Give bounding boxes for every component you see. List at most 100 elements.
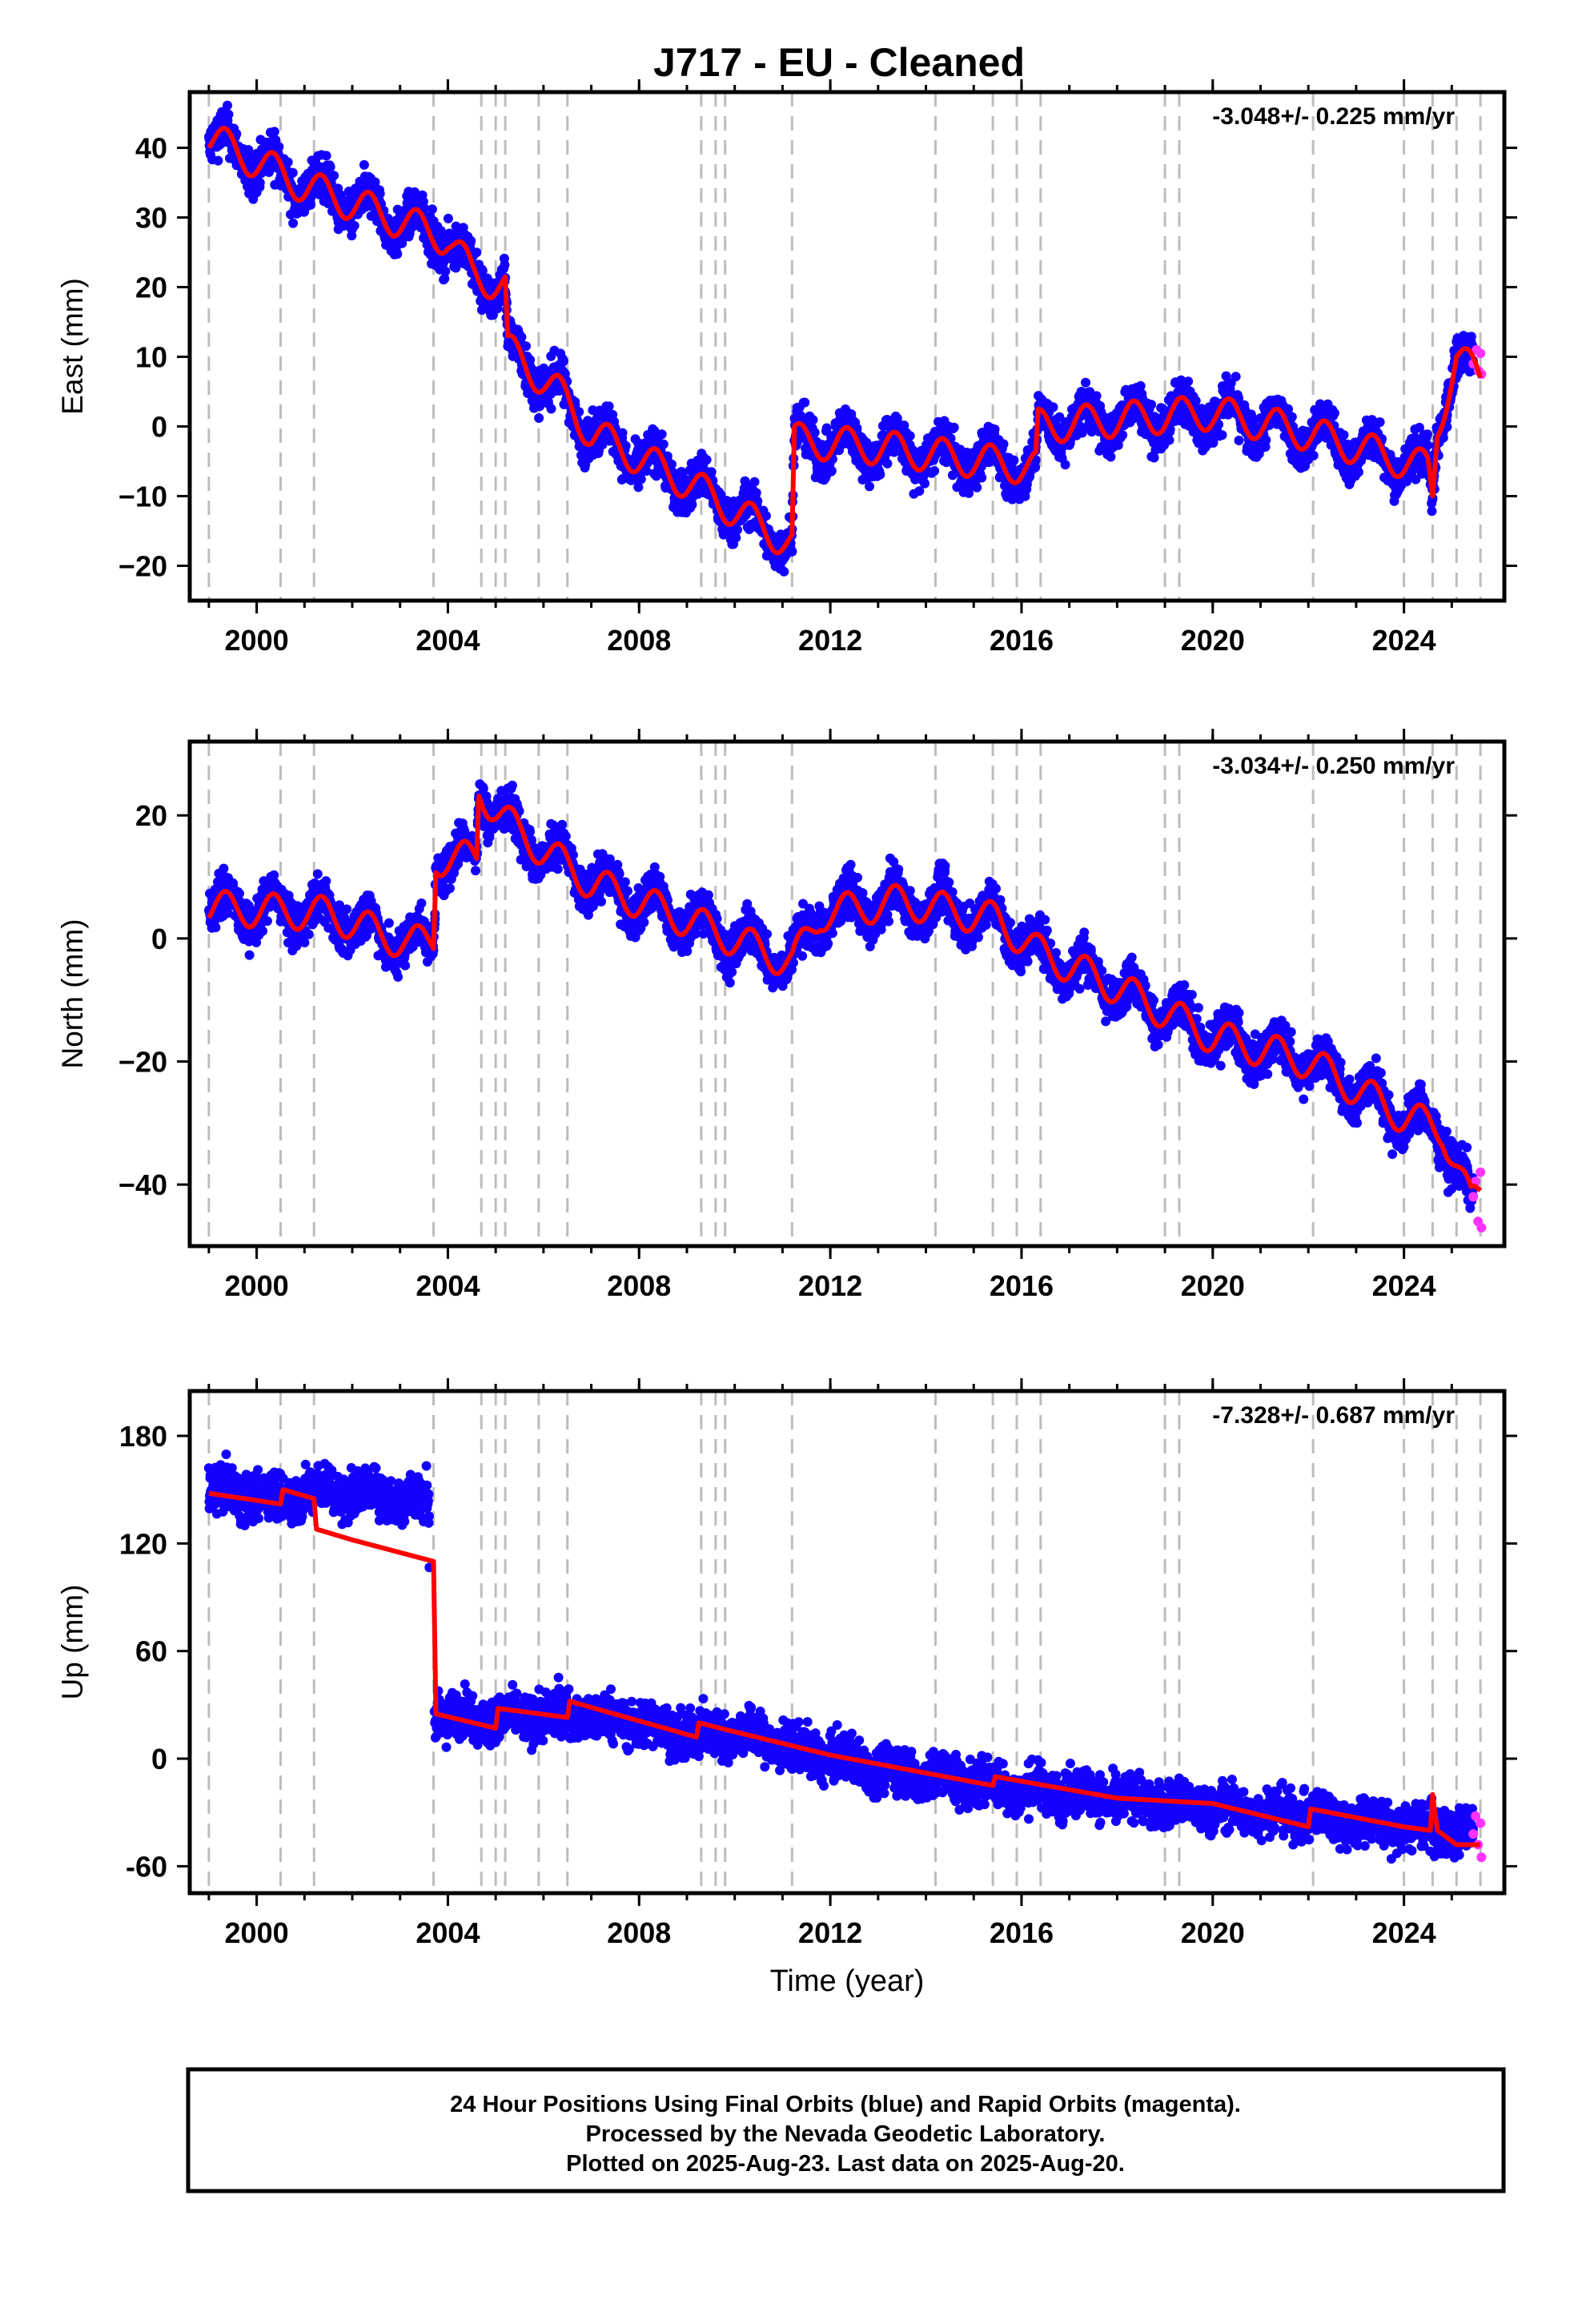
y-tick-label: −10 <box>118 480 167 513</box>
final-orbit-point <box>288 218 299 228</box>
final-orbit-point <box>998 439 1009 449</box>
final-orbit-point <box>231 129 242 139</box>
final-orbit-point <box>1234 436 1244 445</box>
final-orbit-point <box>800 397 810 408</box>
rapid-orbit-point <box>1476 348 1486 359</box>
final-orbit-point <box>1329 408 1339 418</box>
final-orbit-point <box>219 863 229 874</box>
final-orbit-point <box>521 341 531 352</box>
final-orbit-point <box>809 428 820 438</box>
final-orbit-point <box>392 249 403 259</box>
final-orbit-point <box>787 546 797 557</box>
final-orbit-point <box>1009 455 1019 465</box>
final-orbit-point <box>211 923 221 933</box>
final-orbit-point <box>223 109 234 119</box>
final-orbit-point <box>223 100 232 111</box>
final-orbit-point <box>701 455 712 465</box>
final-orbit-point <box>1048 402 1058 412</box>
final-orbit-point <box>359 159 369 170</box>
final-orbit-point <box>269 127 279 137</box>
y-tick-label: 20 <box>135 271 167 304</box>
rate-annotation: -3.048+/- 0.225 mm/yr <box>1212 103 1455 130</box>
north-panel: 2000 2004 2008 2012 2016 2020 2024−40−20020Nor… <box>56 729 1517 1302</box>
final-orbit-point <box>779 566 789 577</box>
final-orbit-point <box>262 916 272 927</box>
final-orbit-point <box>617 428 628 438</box>
final-orbit-point <box>977 472 987 483</box>
final-orbit-point <box>274 142 284 152</box>
final-orbit-point <box>749 476 760 487</box>
y-axis-label: East (mm) <box>56 278 89 415</box>
final-orbit-point <box>534 413 544 423</box>
final-orbits-series <box>204 779 1478 1213</box>
final-orbit-point <box>500 259 510 270</box>
final-orbit-point <box>283 157 293 167</box>
y-tick-label: 30 <box>135 202 167 235</box>
final-orbit-point <box>303 929 314 939</box>
final-orbit-point <box>808 415 818 425</box>
final-orbit-point <box>920 478 930 489</box>
final-orbit-point <box>733 525 742 535</box>
final-orbit-point <box>658 439 669 449</box>
final-orbit-point <box>321 151 331 161</box>
final-orbit-point <box>706 467 717 477</box>
final-orbit-point <box>751 488 761 498</box>
final-orbit-point <box>1164 435 1174 445</box>
final-orbit-point <box>1146 400 1157 410</box>
final-orbit-point <box>1422 429 1432 440</box>
final-orbit-point <box>335 190 346 200</box>
final-orbit-point <box>1231 372 1241 382</box>
final-orbit-point <box>1353 467 1363 477</box>
final-orbit-point <box>1183 376 1194 387</box>
final-orbit-point <box>656 429 667 440</box>
model-fit-line <box>207 125 1483 556</box>
x-tick-label: 2004 <box>416 624 480 657</box>
final-orbit-point <box>905 431 915 441</box>
final-orbit-point <box>821 423 832 433</box>
final-orbit-point <box>349 220 359 231</box>
final-orbit-point <box>440 266 451 276</box>
final-orbit-point <box>287 167 298 178</box>
final-orbit-point <box>472 247 482 258</box>
y-tick-label: 0 <box>151 411 167 444</box>
x-tick-label: 2020 <box>1181 624 1245 657</box>
x-tick-label: 2012 <box>798 624 862 657</box>
final-orbit-point <box>329 171 339 181</box>
final-orbit-point <box>1217 430 1227 440</box>
chart-title: J717 - EU - Cleaned <box>653 40 1025 85</box>
final-orbit-point <box>882 458 893 468</box>
x-tick-label: 2016 <box>990 624 1054 657</box>
y-tick-label: −20 <box>118 550 167 583</box>
final-orbit-point <box>325 162 335 172</box>
final-orbit-point <box>466 235 476 246</box>
final-orbit-point <box>1466 332 1476 342</box>
final-orbit-point <box>443 213 453 223</box>
final-orbit-point <box>990 424 1000 435</box>
final-orbit-point <box>604 401 614 412</box>
final-orbit-point <box>244 950 255 960</box>
final-orbit-point <box>1135 380 1146 391</box>
final-orbit-point <box>865 481 874 492</box>
final-orbit-point <box>255 178 265 188</box>
final-orbit-point <box>559 356 568 366</box>
final-orbits-series <box>203 100 1478 577</box>
final-orbit-point <box>930 466 940 476</box>
plot-frame <box>187 90 1507 603</box>
final-orbit-point <box>312 869 323 879</box>
x-tick-label: 2000 <box>225 624 289 657</box>
final-orbit-point <box>321 876 331 887</box>
final-orbit-point <box>1308 450 1319 460</box>
x-tick-label: 2008 <box>607 624 671 657</box>
final-orbit-point <box>1118 430 1128 440</box>
final-orbit-point <box>1287 412 1297 422</box>
final-orbit-point <box>1375 417 1385 428</box>
final-orbit-point <box>299 938 310 947</box>
final-orbit-point <box>826 466 837 476</box>
final-orbit-point <box>1427 506 1437 517</box>
x-tick-label: 2024 <box>1372 624 1436 657</box>
final-orbit-point <box>1339 430 1349 440</box>
final-orbit-point <box>546 404 556 414</box>
final-orbit-point <box>1191 396 1201 406</box>
final-orbit-point <box>1081 377 1090 388</box>
